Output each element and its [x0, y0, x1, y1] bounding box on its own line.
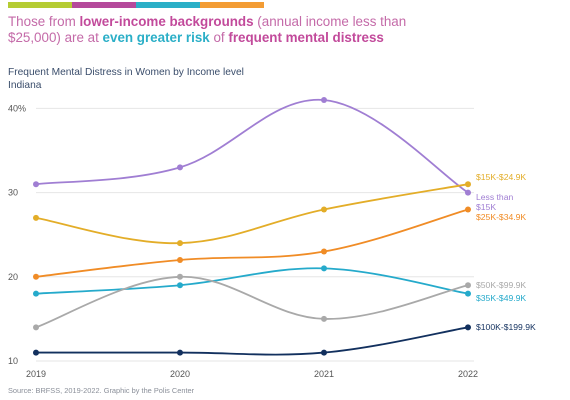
- series-label: $100K-$199.9K: [476, 322, 536, 332]
- data-point: [465, 206, 471, 213]
- chart-subtitle: Indiana: [8, 80, 42, 91]
- data-point: [465, 290, 471, 297]
- chart-title: Frequent Mental Distress in Women by Inc…: [8, 67, 244, 78]
- data-point: [321, 265, 327, 272]
- x-tick-label: 2020: [170, 369, 190, 379]
- series-line: [35, 326, 469, 356]
- data-point: [465, 324, 471, 331]
- data-point: [321, 349, 327, 356]
- data-point: [177, 273, 183, 280]
- data-point: [321, 206, 327, 213]
- y-tick-label: 10: [8, 356, 18, 366]
- chart-title-block: Frequent Mental Distress in Women by Inc…: [8, 66, 244, 92]
- color-bar-segment: [200, 2, 264, 8]
- x-tick-label: 2022: [458, 369, 478, 379]
- source-note: Source: BRFSS, 2019-2022. Graphic by the…: [8, 386, 195, 395]
- data-point: [321, 315, 327, 322]
- headline-emphasis: frequent mental distress: [228, 30, 384, 45]
- series-label: $25K-$34.9K: [476, 212, 526, 222]
- color-bar: [8, 2, 264, 8]
- y-tick-label: 20: [8, 272, 18, 282]
- data-point: [321, 248, 327, 255]
- series-line: [35, 275, 469, 329]
- headline-text: (annual income less than $25,000) are at: [8, 14, 407, 45]
- series-label: $50K-$99.9K: [476, 280, 526, 290]
- data-point: [33, 214, 39, 221]
- x-tick-label: 2019: [26, 369, 46, 379]
- headline-text: of: [209, 30, 229, 45]
- headline-emphasis: even greater risk: [102, 30, 210, 45]
- series-label: $15K-$24.9K: [476, 172, 526, 182]
- series-label: $35K-$49.9K: [476, 293, 526, 303]
- data-point: [465, 282, 471, 289]
- data-point: [33, 290, 39, 297]
- data-point: [33, 324, 39, 331]
- headline: Those from lower-income backgrounds (ann…: [8, 14, 428, 46]
- color-bar-segment: [136, 2, 200, 8]
- data-point: [465, 189, 471, 196]
- series-label: Less than $15K: [476, 192, 513, 212]
- series-line: [35, 183, 469, 245]
- data-point: [177, 282, 183, 289]
- data-point: [33, 181, 39, 188]
- color-bar-segment: [8, 2, 72, 8]
- data-point: [177, 164, 183, 171]
- data-point: [177, 349, 183, 356]
- data-point: [321, 97, 327, 103]
- data-point: [33, 273, 39, 280]
- data-point: [33, 349, 39, 356]
- data-point: [177, 240, 183, 247]
- color-bar-segment: [72, 2, 136, 8]
- data-point: [177, 256, 183, 263]
- y-tick-label: 30: [8, 188, 18, 198]
- headline-emphasis: lower-income backgrounds: [79, 14, 254, 29]
- y-tick-label: 40%: [8, 103, 26, 113]
- series-line: [35, 99, 469, 194]
- series-line: [35, 267, 469, 295]
- series-line: [35, 208, 469, 278]
- headline-text: Those from: [8, 14, 80, 29]
- data-point: [465, 181, 471, 188]
- x-tick-label: 2021: [314, 369, 334, 379]
